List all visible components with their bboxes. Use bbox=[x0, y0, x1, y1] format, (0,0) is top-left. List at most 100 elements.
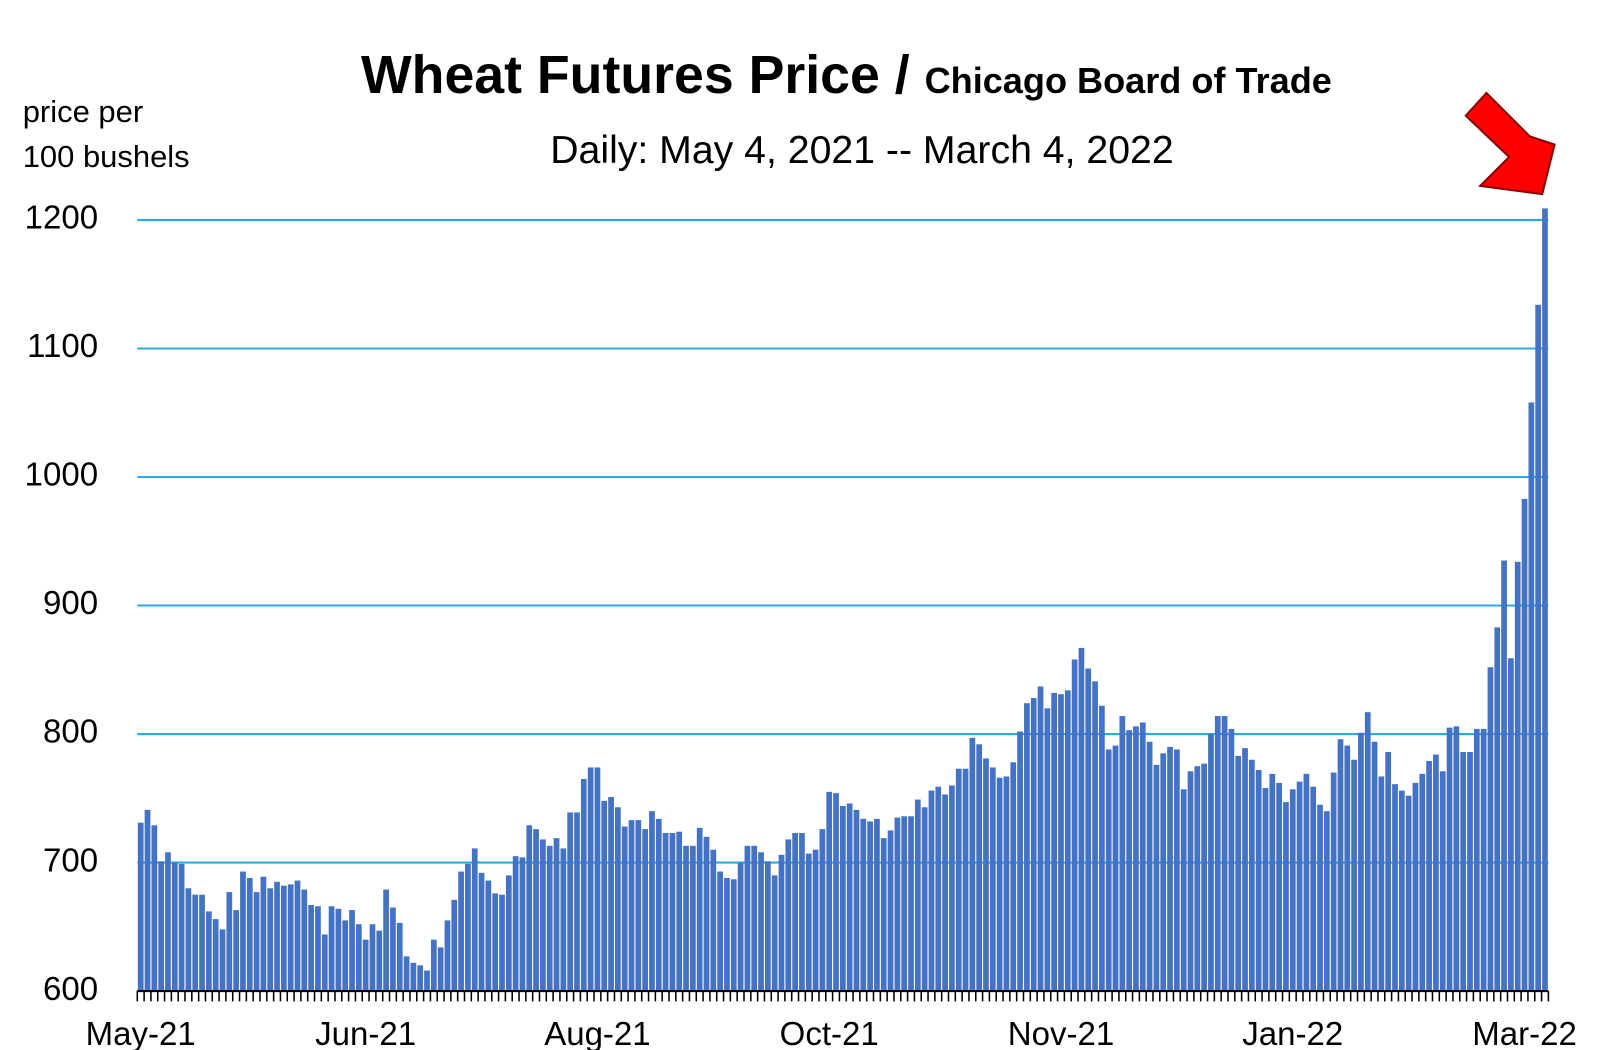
bar bbox=[1133, 726, 1139, 992]
bar bbox=[206, 911, 212, 992]
bar bbox=[1480, 728, 1487, 992]
bar bbox=[1044, 708, 1051, 992]
bar bbox=[921, 807, 928, 992]
bar bbox=[362, 939, 369, 992]
bar bbox=[724, 877, 730, 992]
bar bbox=[1508, 658, 1514, 992]
bar bbox=[771, 875, 778, 992]
plot: 600 700 800 900 1000 1100 1200 May-21 Jun-21 Aug-… bbox=[25, 199, 1577, 1050]
bar bbox=[1433, 754, 1439, 992]
bar bbox=[1392, 784, 1398, 992]
highlight-arrow bbox=[1464, 91, 1556, 196]
bar bbox=[1276, 782, 1282, 992]
bar bbox=[478, 872, 485, 992]
bar bbox=[1235, 755, 1242, 992]
bar bbox=[1221, 716, 1228, 992]
bar bbox=[621, 826, 628, 992]
bar bbox=[751, 845, 758, 992]
bar bbox=[1426, 761, 1432, 992]
bar bbox=[1269, 773, 1276, 992]
bar bbox=[908, 816, 914, 992]
bar bbox=[1310, 786, 1317, 992]
bar bbox=[403, 956, 410, 992]
bar bbox=[1303, 773, 1310, 992]
bar bbox=[894, 817, 901, 992]
bar bbox=[601, 800, 608, 992]
bar bbox=[730, 879, 737, 992]
bar bbox=[1030, 698, 1037, 992]
bar bbox=[1105, 749, 1112, 992]
bar bbox=[253, 892, 260, 992]
bar bbox=[1092, 681, 1098, 992]
bar bbox=[226, 892, 233, 992]
bar bbox=[1317, 804, 1323, 992]
bar bbox=[1242, 748, 1248, 992]
bar bbox=[962, 768, 969, 992]
bar bbox=[1153, 764, 1160, 992]
bar bbox=[996, 777, 1003, 992]
bar bbox=[1535, 304, 1542, 992]
y-axis-label: 100 bushels bbox=[23, 139, 190, 174]
bar bbox=[1371, 741, 1378, 992]
bar bbox=[246, 877, 253, 992]
bar bbox=[983, 758, 989, 992]
bar bbox=[914, 799, 921, 992]
bar bbox=[430, 939, 437, 992]
bar bbox=[1208, 734, 1214, 992]
bar bbox=[1064, 690, 1071, 992]
bar bbox=[567, 812, 574, 992]
bar bbox=[1228, 728, 1235, 992]
bar bbox=[737, 862, 744, 992]
bar bbox=[819, 829, 826, 992]
y-tick-label: 1100 bbox=[27, 327, 98, 364]
bar bbox=[580, 779, 587, 992]
bar bbox=[512, 856, 519, 992]
bar bbox=[826, 791, 833, 992]
x-tick-label: Nov-21 bbox=[1008, 1015, 1114, 1050]
bar bbox=[280, 885, 287, 992]
title-source: Chicago Board of Trade bbox=[925, 60, 1332, 101]
bar bbox=[321, 934, 328, 992]
bar bbox=[928, 790, 935, 992]
bar bbox=[1385, 752, 1392, 992]
bar bbox=[1364, 712, 1371, 992]
bar bbox=[1330, 772, 1337, 992]
bar bbox=[669, 832, 676, 992]
bar bbox=[887, 830, 894, 992]
bar bbox=[758, 852, 764, 992]
bar bbox=[465, 863, 471, 992]
bar bbox=[301, 889, 308, 992]
bar bbox=[1248, 759, 1255, 992]
bar bbox=[853, 809, 860, 992]
bar bbox=[137, 822, 144, 992]
bar bbox=[1344, 745, 1351, 992]
bar bbox=[1358, 732, 1364, 992]
bar bbox=[1378, 776, 1385, 992]
bar bbox=[369, 924, 376, 992]
y-tick-label: 1200 bbox=[25, 199, 98, 236]
bar bbox=[833, 793, 839, 992]
bar bbox=[1542, 208, 1548, 992]
bar bbox=[519, 857, 526, 992]
chart-subtitle: Daily: May 4, 2021 -- March 4, 2022 bbox=[550, 128, 1173, 172]
bar bbox=[703, 836, 710, 992]
bar bbox=[219, 929, 226, 992]
bar bbox=[1262, 788, 1269, 992]
bar bbox=[165, 852, 171, 992]
bar bbox=[587, 767, 594, 992]
bar bbox=[744, 845, 751, 992]
y-tick-label: 900 bbox=[43, 584, 98, 621]
bar bbox=[976, 744, 983, 992]
y-axis-label: price per bbox=[23, 94, 143, 129]
bar bbox=[1501, 560, 1507, 992]
bar bbox=[1085, 668, 1092, 992]
bar bbox=[1201, 763, 1207, 992]
bar bbox=[1167, 746, 1173, 992]
bar bbox=[158, 861, 165, 992]
bar bbox=[860, 818, 867, 992]
bar bbox=[1058, 694, 1064, 992]
bar bbox=[437, 947, 444, 992]
bar bbox=[1419, 773, 1426, 992]
bar bbox=[1078, 647, 1085, 992]
bar bbox=[628, 820, 635, 992]
